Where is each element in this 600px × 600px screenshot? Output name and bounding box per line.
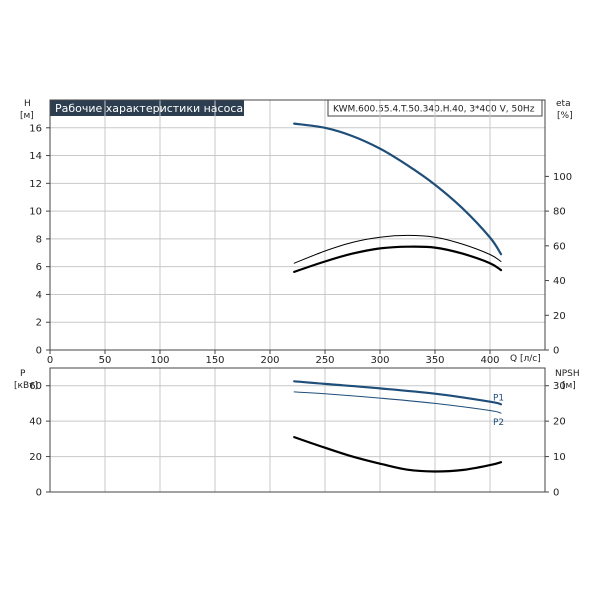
y-tick-label-left: 20 [29, 452, 42, 463]
y-tick-label-left: 60 [29, 381, 42, 392]
x-tick-label: 150 [205, 355, 224, 366]
x-tick-label: 200 [260, 355, 279, 366]
eta-axis-label: eta [556, 99, 571, 109]
y-tick-label-right: 20 [553, 417, 566, 428]
y-tick-label-left: 40 [29, 417, 42, 428]
y-tick-label-right: 0 [553, 488, 559, 499]
y-tick-label-left: 14 [29, 151, 42, 162]
y-tick-label-right: 80 [553, 207, 566, 218]
plot-frame [49, 99, 546, 351]
npsh-axis-label: NPSH [555, 369, 580, 379]
y-tick-label-right: 100 [553, 172, 572, 183]
y-tick-label-left: 4 [36, 290, 42, 301]
y-tick-label-left: 8 [36, 234, 42, 245]
x-tick-label: 250 [315, 355, 334, 366]
plot-frame [49, 367, 546, 493]
series-line [293, 391, 502, 414]
y-tick-label-right: 20 [553, 311, 566, 322]
x-tick-label: 300 [370, 355, 389, 366]
y-tick-label-right: 0 [553, 346, 559, 357]
chart-subtitle: KWM.600.55.4.T.50.340.H.40, 3*400 V, 50H… [333, 105, 535, 115]
series-label: P1 [493, 393, 504, 403]
series-line [293, 436, 503, 473]
y-tick-label-left: 10 [29, 207, 42, 218]
y-tick-label-right: 60 [553, 241, 566, 252]
x-tick-label: 350 [425, 355, 444, 366]
h-axis-unit: [м] [20, 111, 34, 121]
npsh-axis-unit: [м] [562, 381, 576, 391]
p-axis-unit: [кВт] [14, 381, 38, 391]
h-axis-label: H [24, 99, 31, 109]
y-tick-label-right: 10 [553, 452, 566, 463]
y-tick-label-left: 0 [36, 488, 42, 499]
x-tick-label: 50 [99, 355, 112, 366]
x-tick-label: 400 [480, 355, 499, 366]
p-axis-label: P [20, 369, 26, 379]
y-tick-label-left: 12 [29, 179, 42, 190]
title-bar [50, 100, 244, 116]
x-tick-label: 0 [47, 355, 53, 366]
series-line [293, 380, 503, 406]
y-tick-label-right: 40 [553, 276, 566, 287]
y-tick-label-left: 16 [29, 123, 42, 134]
y-tick-label-left: 0 [36, 346, 42, 357]
series-line [293, 122, 503, 256]
eta-axis-unit: [%] [557, 111, 573, 121]
series-label: P2 [493, 418, 504, 428]
y-tick-label-left: 6 [36, 262, 42, 273]
y-tick-label-right: 30 [553, 381, 566, 392]
y-tick-label-left: 2 [36, 318, 42, 329]
x-tick-label: 100 [150, 355, 169, 366]
chart-title: Рабочие характеристики насоса [55, 102, 243, 115]
series-line [293, 245, 503, 273]
q-axis-label: Q [л/с] [510, 354, 541, 364]
series-line [293, 234, 502, 264]
